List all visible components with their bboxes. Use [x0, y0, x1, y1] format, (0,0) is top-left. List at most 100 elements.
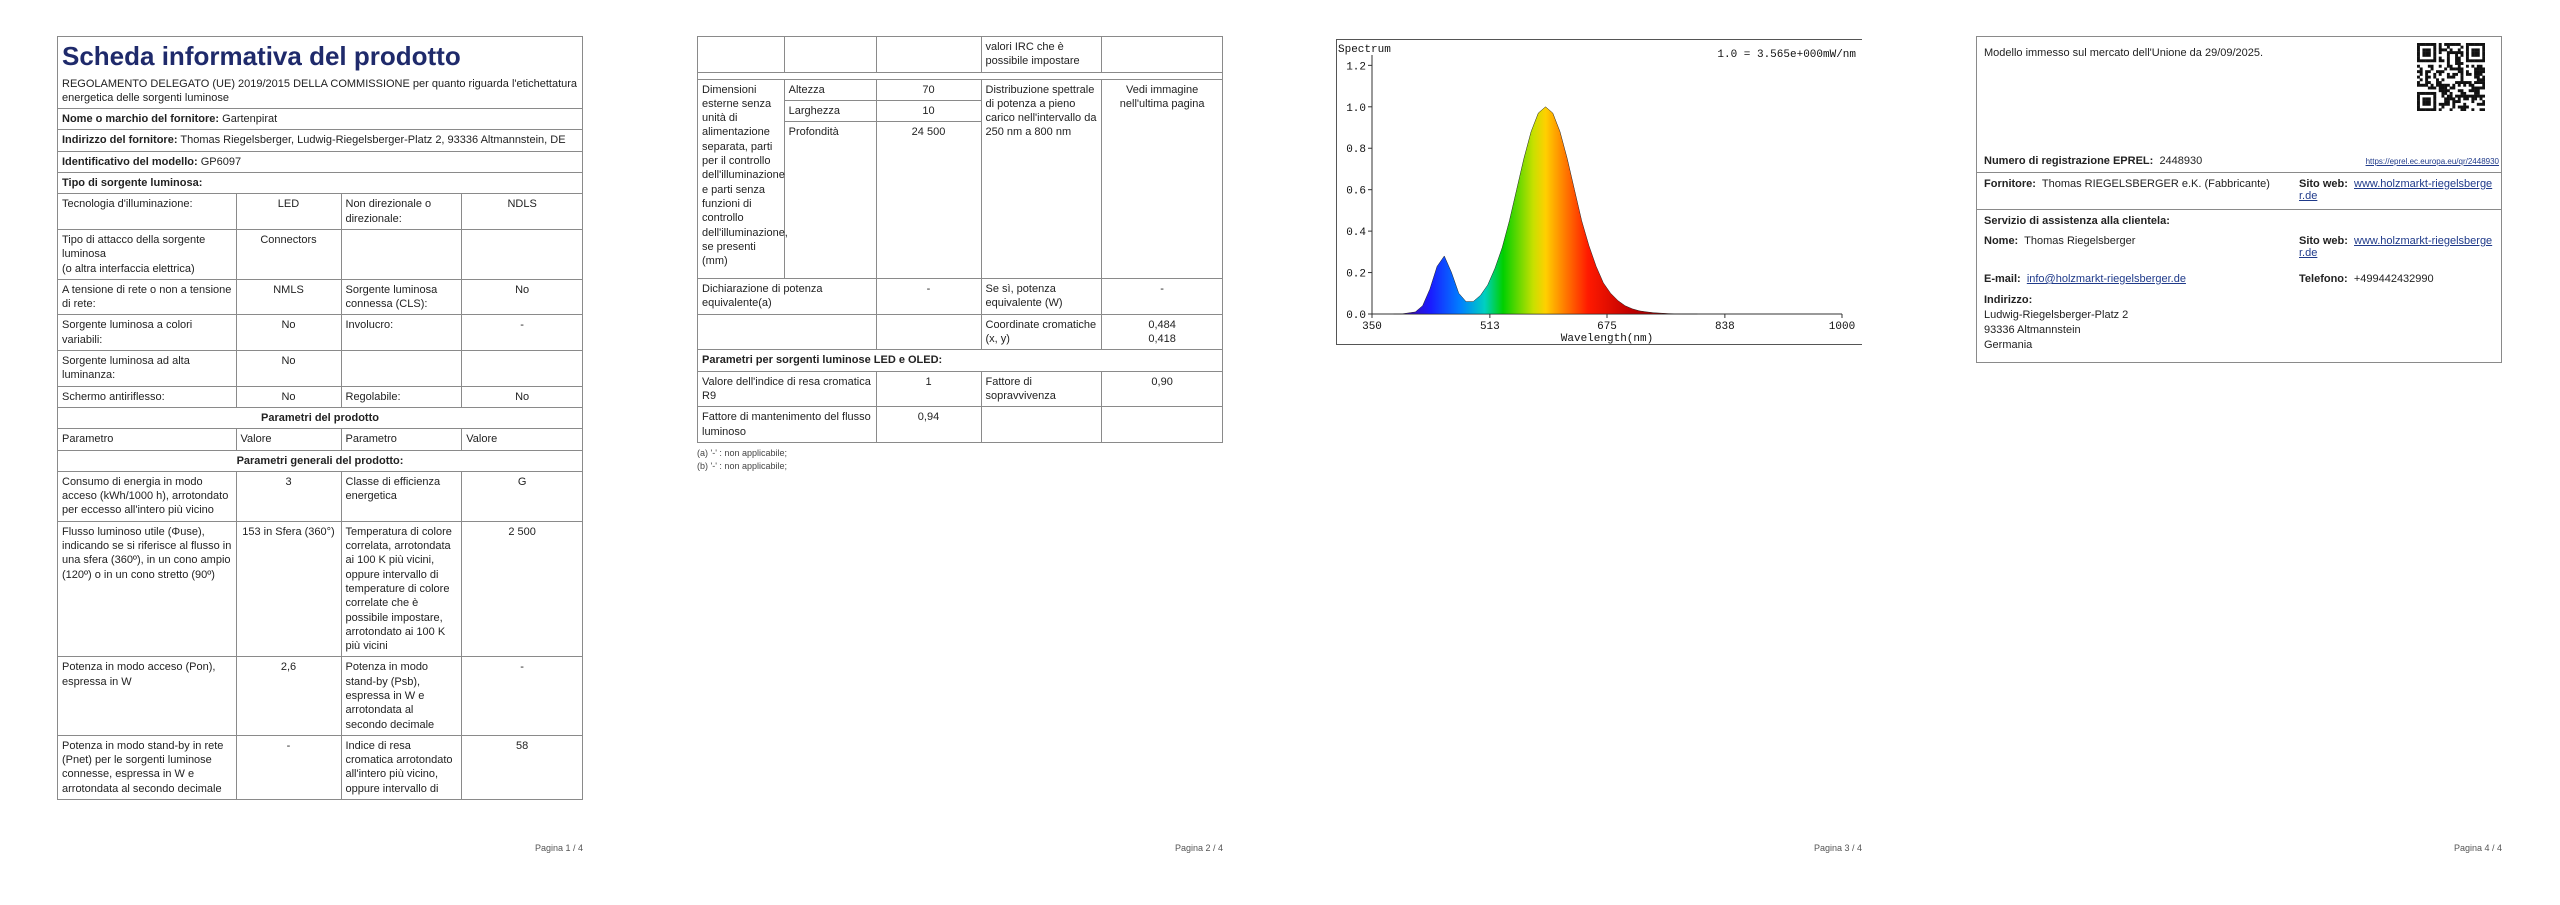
table-cell — [783, 36, 877, 73]
qr-module — [2463, 102, 2467, 106]
qr-module — [2471, 43, 2475, 46]
y-tick-label: 1.0 — [1346, 103, 1366, 115]
qr-module — [2417, 75, 2420, 79]
qr-module — [2474, 75, 2478, 79]
qr-module — [2433, 56, 2437, 60]
qr-module — [2422, 43, 2426, 46]
qr-module — [2425, 91, 2429, 95]
chart-title: Spectrum — [1338, 44, 1391, 56]
table-cell: - — [461, 656, 583, 736]
qr-module — [2433, 86, 2437, 90]
qr-module — [2444, 97, 2448, 101]
qr-module — [2476, 67, 2480, 71]
qr-module — [2460, 45, 2464, 49]
qr-module — [2457, 97, 2461, 101]
qr-module — [2482, 56, 2485, 60]
qr-module — [2441, 86, 2445, 90]
qr-module — [2474, 91, 2478, 95]
qr-module — [2438, 70, 2442, 74]
qr-module — [2455, 94, 2458, 98]
qr-module — [2438, 45, 2442, 49]
table-cell — [461, 228, 583, 280]
qr-module — [2425, 81, 2429, 84]
qr-module — [2465, 105, 2469, 109]
web-link[interactable]: www.holzmarkt-riegelsberger.de — [2299, 235, 2493, 259]
table-cell: No — [235, 314, 342, 352]
qr-module — [2476, 91, 2480, 95]
text-block: Indirizzo: — [1984, 294, 2033, 306]
qr-module — [2427, 43, 2431, 46]
qr-module — [2452, 97, 2456, 101]
qr-module — [2465, 53, 2469, 57]
table-cell: 2,6 — [235, 656, 342, 736]
text: Sito web: — [2299, 178, 2348, 190]
text: Numero di registrazione EPREL: — [1984, 155, 2154, 167]
page-number: Pagina 3 / 4 — [1813, 843, 1862, 853]
qr-module — [2471, 97, 2475, 101]
table-row: Sorgente luminosa ad alta luminanza: No — [57, 350, 583, 387]
qr-module — [2441, 102, 2445, 106]
table-cell: Dichiarazione di potenza equivalente(a) — [697, 278, 877, 315]
table-cell: valori IRC che è possibile impostare — [980, 36, 1103, 73]
qr-module — [2476, 86, 2480, 90]
qr-module — [2465, 51, 2469, 55]
table-cell — [697, 36, 785, 73]
qr-module — [2460, 72, 2464, 76]
table-cell — [697, 313, 877, 351]
text: Fornitore: — [1984, 178, 2036, 190]
qr-module — [2419, 43, 2423, 46]
qr-module — [2457, 51, 2461, 55]
qr-module — [2427, 51, 2431, 55]
qr-module — [2471, 100, 2475, 104]
table-row: Identificativo del modello: GP6097 — [57, 150, 583, 174]
qr-module — [2476, 59, 2480, 63]
table-cell — [461, 350, 583, 387]
qr-module — [2471, 86, 2475, 90]
qr-module — [2433, 91, 2437, 95]
qr-module — [2417, 70, 2420, 74]
table-row: Tipo di attacco della sorgente luminosa … — [57, 228, 583, 280]
text-block: 93336 Altmannstein — [1984, 323, 2081, 336]
qr-module — [2422, 102, 2426, 106]
qr-module — [2457, 83, 2461, 87]
qr-module — [2479, 43, 2483, 46]
table-cell — [875, 313, 982, 351]
qr-module — [2468, 81, 2472, 84]
qr-module — [2422, 97, 2426, 101]
text-block: Telefono: +499442432990 — [2299, 273, 2494, 285]
qr-module — [2457, 100, 2461, 104]
qr-module — [2457, 89, 2461, 93]
qr-module — [2479, 102, 2483, 106]
email-link[interactable]: info@holzmarkt-riegelsberger.de — [2026, 273, 2186, 285]
qr-module — [2446, 89, 2450, 93]
qr-module — [2457, 94, 2461, 98]
table-cell: Distribuzione spettrale di potenza a pie… — [980, 78, 1103, 280]
qr-module — [2476, 94, 2480, 98]
qr-module — [2452, 86, 2456, 90]
qr-module — [2433, 43, 2437, 46]
table-cell: Parametri generali del prodotto: — [57, 449, 583, 472]
qr-module — [2433, 97, 2437, 101]
web-link[interactable]: www.holzmarkt-riegelsberger.de — [2299, 178, 2493, 202]
text: Thomas Riegelsberger — [2024, 235, 2136, 247]
qr-code — [2417, 43, 2485, 111]
qr-module — [2449, 86, 2453, 90]
qr-module — [2446, 45, 2450, 49]
qr-module — [2476, 53, 2480, 57]
qr-module — [2460, 91, 2464, 95]
qr-module — [2476, 75, 2480, 79]
qr-module — [2471, 94, 2475, 98]
qr-module — [2465, 59, 2469, 63]
eprel-link[interactable]: https://eprel.ec.europa.eu/qr/2448930 — [2365, 157, 2499, 166]
table-cell: No — [461, 278, 583, 316]
qr-module — [2455, 53, 2458, 57]
table-cell: Vedi immagine nell'ultima pagina — [1101, 78, 1223, 280]
qr-module — [2417, 83, 2420, 87]
table-cell: Indirizzo del fornitore: Thomas Riegelsb… — [57, 129, 583, 152]
page-3: 0.0 0.2 0.4 0.6 0.8 1.0 1.2 350 513 675 838 1000 Spe… — [1336, 36, 1862, 836]
page-number: Pagina 4 / 4 — [2453, 843, 2502, 853]
table-row: Tecnologia d'illuminazione: LED Non direzi… — [57, 193, 583, 230]
table-cell: Indice di resa cromatica arrotondato all… — [340, 734, 463, 801]
text: Indirizzo del fornitore: — [62, 134, 178, 147]
qr-module — [2465, 45, 2469, 49]
